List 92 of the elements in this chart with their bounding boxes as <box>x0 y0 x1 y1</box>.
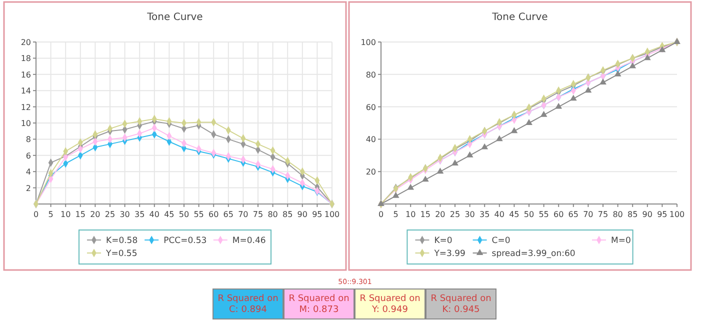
x-tick-label: 75 <box>252 210 264 219</box>
text: R Squared on Y: 0.949 <box>360 294 420 315</box>
x-tick-label: 90 <box>297 210 308 219</box>
point <box>466 151 474 158</box>
legend-label: PCC=0.53 <box>164 236 207 246</box>
point <box>496 135 503 142</box>
point <box>614 70 622 76</box>
x-tick-label: 20 <box>90 210 100 219</box>
y-tick-label: 20 <box>20 38 31 47</box>
x-tick-label: 0 <box>33 210 39 219</box>
y-tick-label: 60 <box>366 102 376 112</box>
x-tick-label: 60 <box>208 210 219 219</box>
y-tick-label: 100 <box>360 38 376 47</box>
x-tick-label: 100 <box>669 210 685 219</box>
x-tick-label: 40 <box>149 210 160 219</box>
text: R Squared on C: 0.894 <box>218 294 278 315</box>
x-tick-label: 10 <box>60 210 71 219</box>
x-tick-label: 95 <box>312 210 322 219</box>
point <box>629 62 636 68</box>
text: R Squared on M: 0.873 <box>288 294 350 315</box>
y-tick-label: 6 <box>26 151 31 160</box>
point <box>644 54 651 60</box>
point <box>436 168 444 174</box>
x-tick-label: 80 <box>268 210 278 219</box>
y-tick-label: 2 <box>26 184 31 193</box>
x-tick-label: 75 <box>598 210 608 219</box>
x-tick-label: 80 <box>612 210 623 219</box>
text: R Squared on K: 0.945 <box>430 294 492 315</box>
point <box>378 200 384 206</box>
x-tick-label: 95 <box>657 210 668 219</box>
x-tick-label: 70 <box>583 210 594 219</box>
x-tick-label: 15 <box>75 210 86 219</box>
y-tick-label: 16 <box>20 70 31 80</box>
x-tick-label: 25 <box>104 210 116 219</box>
legend-label: K=0.58 <box>106 236 138 246</box>
x-tick-label: 55 <box>194 210 204 219</box>
point <box>555 102 562 109</box>
x-tick-label: 5 <box>393 210 398 219</box>
point <box>422 176 429 182</box>
x-tick-label: 30 <box>120 210 130 219</box>
x-tick-label: 10 <box>406 210 416 219</box>
y-tick-label: 40 <box>366 135 376 144</box>
x-tick-label: 50 <box>524 210 534 219</box>
x-tick-label: 65 <box>223 210 234 219</box>
x-tick-label: 35 <box>134 210 145 219</box>
x-tick-label: 35 <box>480 210 490 219</box>
x-tick-label: 50 <box>178 210 190 219</box>
y-tick-label: 14 <box>20 86 31 96</box>
point <box>392 192 400 198</box>
x-tick-label: 65 <box>568 210 578 219</box>
point <box>510 127 518 134</box>
x-tick-label: 25 <box>450 210 460 219</box>
legend-label: M=0.46 <box>232 236 266 246</box>
x-tick-label: 90 <box>642 210 652 219</box>
point <box>584 86 592 93</box>
x-tick-label: 30 <box>464 210 475 219</box>
x-tick-label: 55 <box>538 210 549 219</box>
legend-label: M=0 <box>611 236 631 246</box>
y-tick-label: 20 <box>366 168 376 177</box>
x-tick-label: 45 <box>164 210 174 219</box>
x-tick-label: 60 <box>554 210 564 219</box>
chart-title: Tone Curve <box>146 12 203 23</box>
y-tick-label: 8 <box>26 135 31 144</box>
point <box>526 119 532 125</box>
x-tick-label: 85 <box>628 210 638 219</box>
legend-label: K=0 <box>434 236 452 246</box>
x-tick-label: 100 <box>324 210 340 219</box>
chart-title: Tone Curve <box>491 12 548 23</box>
legend-label: Y=0.55 <box>105 249 138 259</box>
x-tick-label: 45 <box>509 210 520 219</box>
y-tick-label: 10 <box>20 119 31 128</box>
legend-label: C=0 <box>492 236 510 246</box>
x-tick-label: 0 <box>378 210 384 219</box>
point <box>452 160 458 166</box>
x-tick-label: 70 <box>238 210 248 219</box>
legend-label: Y=3.99 <box>433 249 466 259</box>
y-tick-label: 4 <box>26 168 31 177</box>
y-tick-label: 18 <box>20 54 31 64</box>
point <box>407 184 414 190</box>
x-tick-label: 40 <box>494 210 504 219</box>
point <box>481 143 488 150</box>
y-tick-label: 12 <box>20 102 31 112</box>
y-tick-label: 80 <box>366 70 376 80</box>
point <box>674 38 680 44</box>
x-tick-label: 15 <box>420 210 430 219</box>
x-tick-label: 5 <box>48 210 54 219</box>
point <box>570 94 577 101</box>
point <box>600 78 606 84</box>
legend-label: spread=3.99_on:60 <box>492 249 576 259</box>
point <box>540 110 548 117</box>
x-tick-label: 20 <box>435 210 446 219</box>
x-tick-label: 85 <box>282 210 293 219</box>
